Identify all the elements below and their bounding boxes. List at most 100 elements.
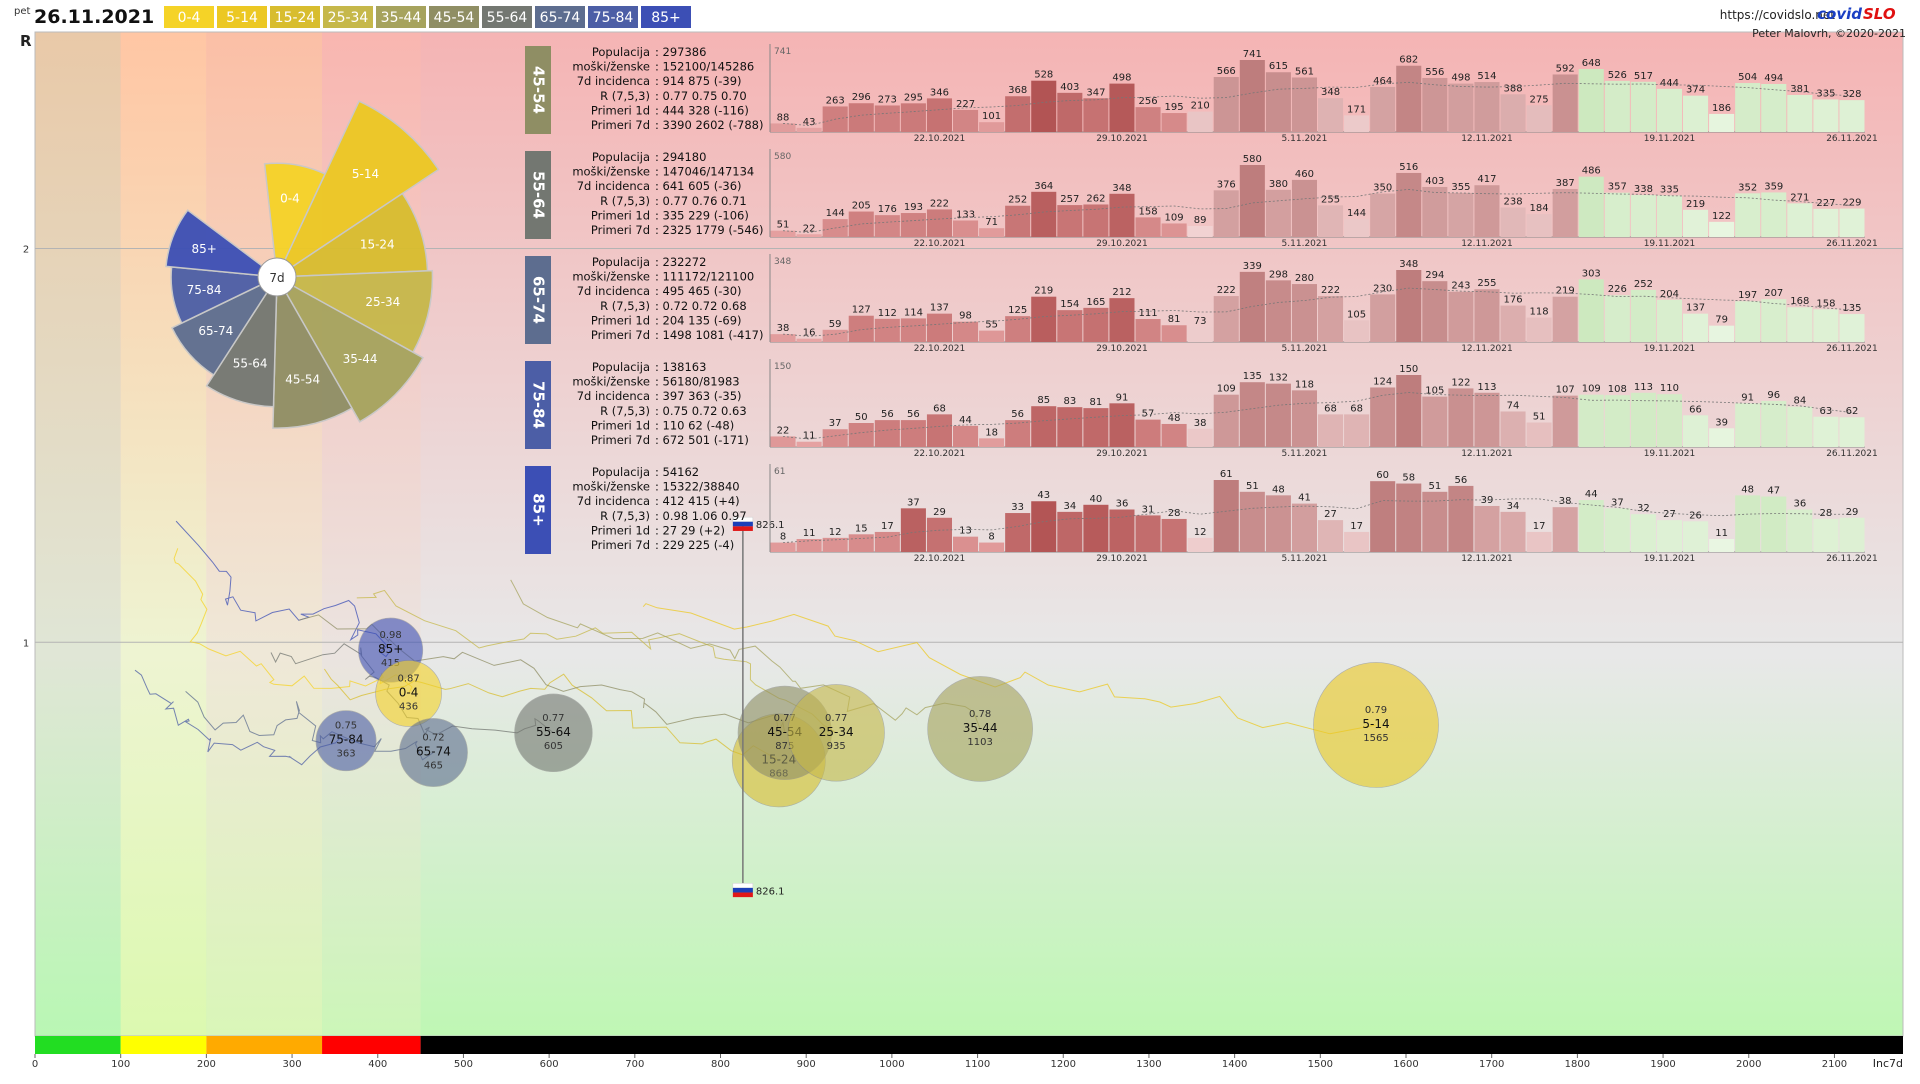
panel-bar xyxy=(1787,307,1813,342)
panel-stat-value: : 412 415 (+4) xyxy=(655,494,740,508)
x-tick-label: 1900 xyxy=(1650,1059,1675,1070)
legend-label: 75-84 xyxy=(593,10,634,26)
panel-bar xyxy=(1526,214,1552,237)
panel-bar xyxy=(1500,411,1526,447)
panel-bar-label: 44 xyxy=(959,415,972,426)
bubble-inc-label: 415 xyxy=(381,658,400,669)
panel-date-label: 29.10.2021 xyxy=(1096,449,1148,459)
panel-bar xyxy=(1422,281,1448,342)
panel-bar-label: 48 xyxy=(1272,484,1285,495)
panel-bar-label: 176 xyxy=(878,204,897,215)
legend-label: 25-34 xyxy=(328,10,369,26)
x-tick-label: 2100 xyxy=(1822,1059,1847,1070)
panel-bar xyxy=(1448,291,1474,342)
panel-bar-label: 219 xyxy=(1034,286,1053,297)
panel-tag xyxy=(525,256,551,344)
rose-segment-55-64: 55-64 xyxy=(205,274,278,408)
panel-stat-key: Populacija xyxy=(592,45,650,59)
panel-bar xyxy=(953,109,979,132)
rose-segment-label: 55-64 xyxy=(233,357,268,371)
panel-bar-label: 417 xyxy=(1477,174,1496,185)
panel-tag xyxy=(525,361,551,449)
panel-bar xyxy=(1213,296,1239,342)
panel-bar-label: 348 xyxy=(1112,183,1131,194)
slovenia-flag-1: 826.1 xyxy=(732,883,785,897)
panel-bar-label: 335 xyxy=(1816,88,1835,99)
panel-date-label: 22.10.2021 xyxy=(914,344,966,354)
panel-bar-label: 22 xyxy=(803,223,816,234)
panel-bar xyxy=(1683,521,1709,552)
panel-stat-value: : 232272 xyxy=(655,255,706,269)
rose-segment-45-54: 45-54 xyxy=(272,274,354,429)
x-tick-label: 600 xyxy=(540,1059,559,1070)
panel-bar-label: 210 xyxy=(1191,101,1210,112)
bubble-inc-label: 363 xyxy=(337,749,356,760)
panel-bar-label: 222 xyxy=(1321,285,1340,296)
panel-bar xyxy=(1839,417,1865,447)
x-tick-label: 800 xyxy=(711,1059,730,1070)
panel-bar xyxy=(900,318,926,342)
x-tick-label: 1300 xyxy=(1136,1059,1161,1070)
panel-bar xyxy=(1213,480,1239,552)
panel-date-label: 12.11.2021 xyxy=(1461,554,1513,564)
panel-bar xyxy=(1526,105,1552,132)
panel-bar xyxy=(1474,505,1500,552)
panel-bar-label: 105 xyxy=(1425,386,1444,397)
legend-item-25-34: 25-34 xyxy=(323,6,373,28)
panel-bar-label: 15 xyxy=(855,523,868,534)
legend-swatch xyxy=(482,6,532,28)
panel-bar-label: 275 xyxy=(1530,94,1549,105)
panel-bar-label: 81 xyxy=(1090,397,1103,408)
panel-date-label: 26.11.2021 xyxy=(1826,449,1878,459)
bubble-circle xyxy=(399,718,468,787)
panel-bar-label: 34 xyxy=(1507,501,1520,512)
panel-bar xyxy=(1474,392,1500,447)
source-url[interactable]: https://covidslo.net xyxy=(1720,8,1836,22)
panel-bar xyxy=(1630,195,1656,237)
panel-bar-label: 91 xyxy=(1116,392,1129,403)
panel-bar-label: 238 xyxy=(1503,196,1522,207)
panel-bar-label: 444 xyxy=(1660,78,1679,89)
panel-45-54: 45-54 Populacija: 297386 moški/ženske: 152… xyxy=(525,44,1878,144)
panel-bar xyxy=(979,438,1005,447)
y-tick-label: 2 xyxy=(23,245,29,256)
panel-bar-label: 355 xyxy=(1451,182,1470,193)
panel-bar-label: 280 xyxy=(1295,273,1314,284)
panel-bar-label: 144 xyxy=(826,208,845,219)
panel-bar-label: 110 xyxy=(1660,383,1679,394)
panel-bar-label: 31 xyxy=(1142,504,1155,515)
panel-bar-label: 109 xyxy=(1217,384,1236,395)
panel-bar-label: 403 xyxy=(1060,82,1079,93)
panel-bar xyxy=(1318,520,1344,552)
rose-segment-label: 15-24 xyxy=(360,237,395,251)
panel-bar-label: 193 xyxy=(904,202,923,213)
panel-bar-label: 526 xyxy=(1608,70,1627,81)
bubble-5-14[interactable]: 0.795-14 1565 xyxy=(1313,662,1439,788)
panel-bar xyxy=(1239,165,1265,237)
panel-stat-key: R (7,5,3) xyxy=(600,299,650,313)
panel-stat-key: Populacija xyxy=(592,255,650,269)
panel-bar xyxy=(1187,326,1213,342)
panel-bar-label: 255 xyxy=(1477,278,1496,289)
panel-bar xyxy=(1213,77,1239,132)
x-tick-label: 1200 xyxy=(1051,1059,1076,1070)
x-tick-label: 300 xyxy=(283,1059,302,1070)
panel-bar xyxy=(1344,320,1370,342)
bubble-0-4[interactable]: 0.870-4 436 xyxy=(375,660,442,727)
panel-bar xyxy=(1735,83,1761,132)
bubble-r-label: 0.87 xyxy=(397,673,419,684)
panel-stat-key: Primeri 7d xyxy=(591,328,650,342)
panel-bar-label: 368 xyxy=(1008,85,1027,96)
panel-bar-label: 79 xyxy=(1715,315,1728,326)
panel-stat-key: moški/ženske xyxy=(572,480,650,494)
panel-bar-label: 37 xyxy=(907,497,920,508)
rose-segment-label: 75-84 xyxy=(187,283,222,297)
panel-bar xyxy=(874,531,900,552)
trajectory-75-84 xyxy=(134,669,347,766)
rose-segment-5-14: 5-14 xyxy=(275,100,440,280)
